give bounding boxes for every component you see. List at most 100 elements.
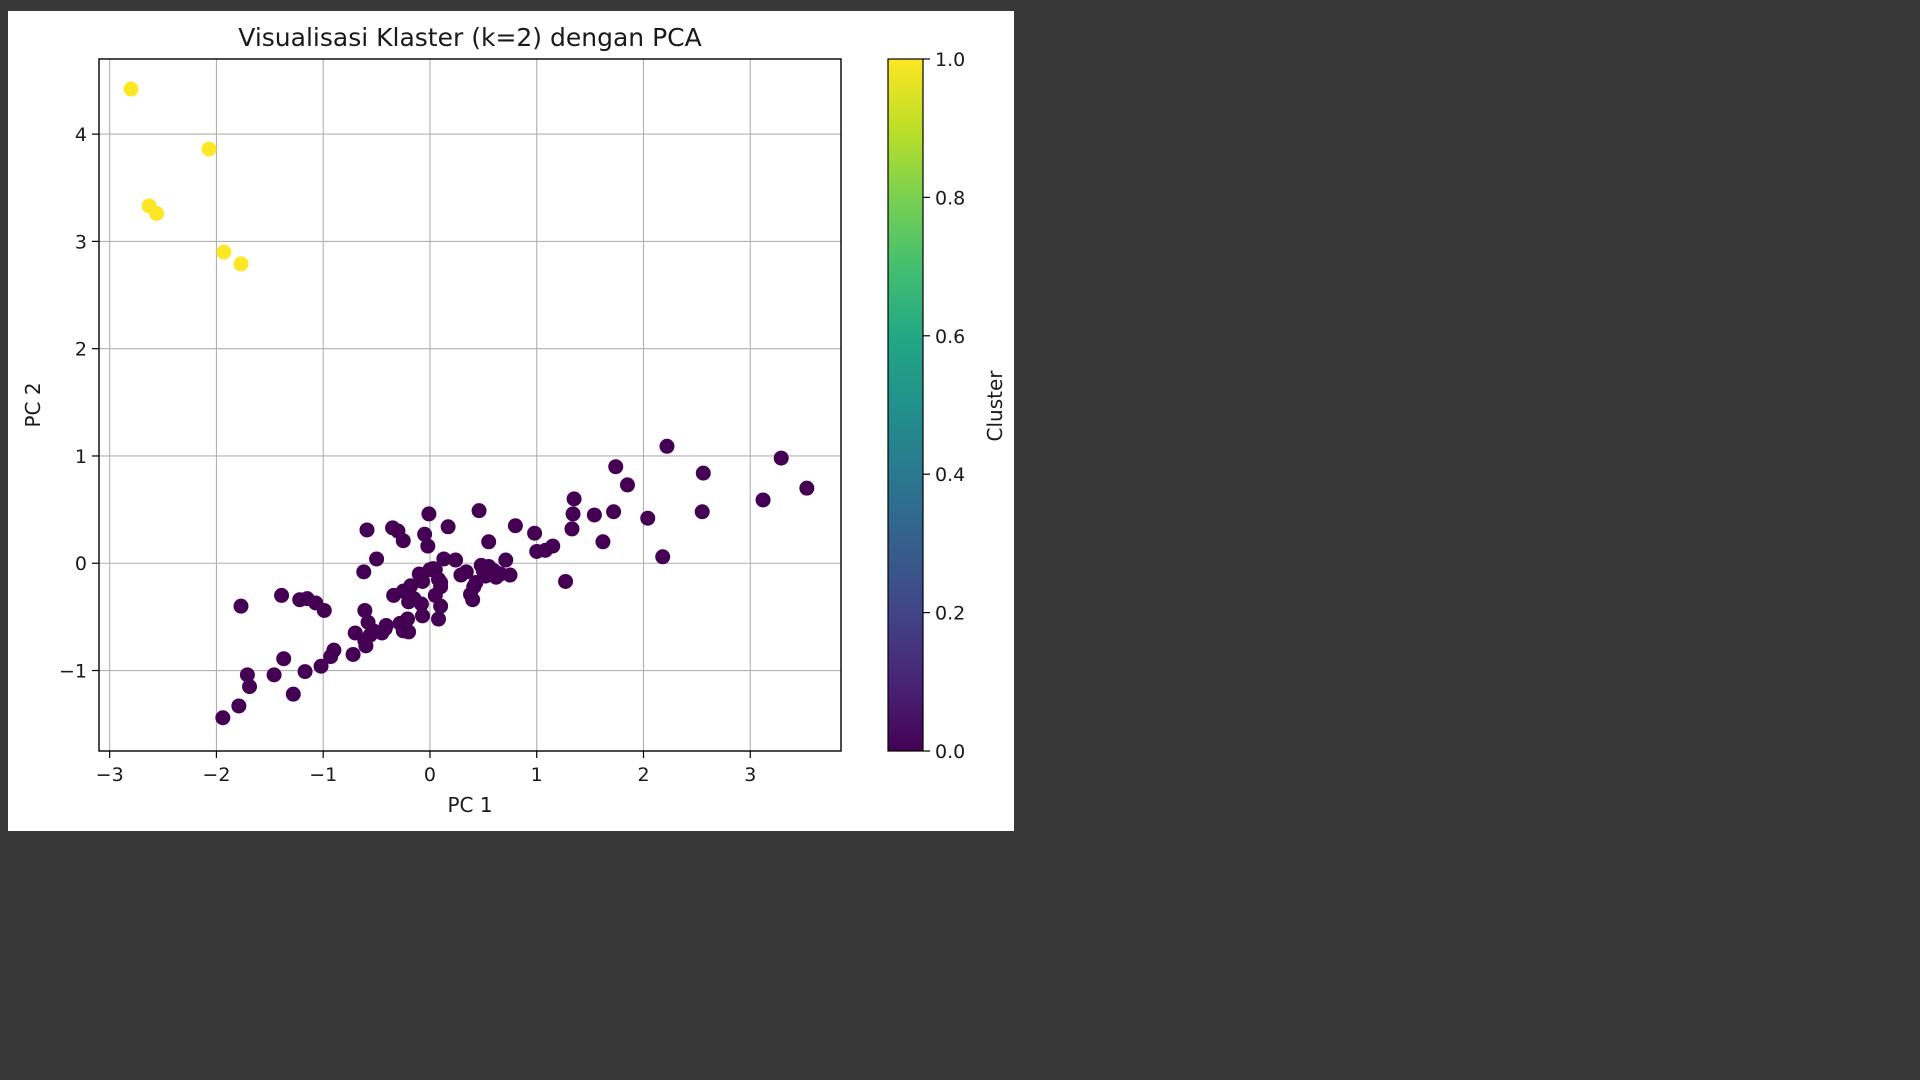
scatter-point-cluster-0 xyxy=(529,543,545,559)
scatter-point-cluster-0 xyxy=(799,480,815,496)
scatter-point-cluster-0 xyxy=(659,438,675,454)
scatter-point-cluster-0 xyxy=(695,465,711,481)
scatter-point-cluster-0 xyxy=(466,579,482,595)
scatter-point-cluster-0 xyxy=(448,552,464,568)
scatter-point-cluster-0 xyxy=(558,573,574,589)
scatter-point-cluster-0 xyxy=(360,614,376,630)
scatter-point-cluster-0 xyxy=(369,551,385,567)
scatter-point-cluster-0 xyxy=(417,526,433,542)
scatter-point-cluster-0 xyxy=(595,534,611,550)
colorbar-tick-label: 1.0 xyxy=(935,49,965,71)
scatter-point-cluster-1 xyxy=(123,81,139,97)
scatter-point-cluster-0 xyxy=(231,698,247,714)
scatter-point-cluster-0 xyxy=(471,503,487,519)
y-axis-ticks: −1 0 1 2 3 4 xyxy=(59,124,99,683)
scatter-point-cluster-0 xyxy=(606,504,622,520)
scatter-point-cluster-0 xyxy=(242,679,258,695)
scatter-point-cluster-0 xyxy=(527,525,543,541)
scatter-point-cluster-0 xyxy=(345,646,361,662)
x-tick-label: −1 xyxy=(309,764,337,786)
scatter-point-cluster-0 xyxy=(323,649,339,665)
scatter-point-cluster-0 xyxy=(481,534,497,550)
x-tick-label: 1 xyxy=(531,764,543,786)
scatter-point-cluster-0 xyxy=(465,592,481,608)
scatter-point-cluster-0 xyxy=(433,579,449,595)
scatter-point-cluster-1 xyxy=(216,244,232,260)
scatter-point-cluster-0 xyxy=(401,624,417,640)
y-tick-label: 2 xyxy=(75,339,87,361)
y-axis-label: PC 2 xyxy=(21,382,45,427)
scatter-point-cluster-0 xyxy=(640,510,656,526)
y-tick-label: 4 xyxy=(75,124,87,146)
scatter-point-cluster-0 xyxy=(414,608,430,624)
grid-lines xyxy=(99,59,841,751)
colorbar-tick-label: 0.4 xyxy=(935,464,965,486)
y-tick-label: 1 xyxy=(75,446,87,468)
scatter-point-cluster-0 xyxy=(655,549,671,565)
scatter-point-cluster-0 xyxy=(421,506,437,522)
x-tick-label: 0 xyxy=(424,764,436,786)
scatter-point-cluster-0 xyxy=(431,611,447,627)
scatter-point-cluster-0 xyxy=(586,507,602,523)
scatter-point-cluster-0 xyxy=(276,651,292,667)
colorbar-tick-label: 0.2 xyxy=(935,603,965,625)
scatter-point-cluster-0 xyxy=(422,562,438,578)
data-points xyxy=(123,81,815,726)
x-tick-label: 3 xyxy=(744,764,756,786)
scatter-point-cluster-0 xyxy=(458,564,474,580)
colorbar-tick-label: 0.0 xyxy=(935,741,965,763)
scatter-chart: Visualisasi Klaster (k=2) dengan PCA −3−… xyxy=(21,23,1007,817)
colorbar-ticks: 0.0 0.2 0.4 0.6 0.8 1.0 xyxy=(923,49,965,763)
scatter-point-cluster-0 xyxy=(498,552,514,568)
scatter-point-cluster-0 xyxy=(694,504,710,520)
plot-frame xyxy=(98,58,842,752)
x-tick-label: −2 xyxy=(202,764,230,786)
scatter-point-cluster-0 xyxy=(356,564,372,580)
scatter-point-cluster-0 xyxy=(564,521,580,537)
scatter-point-cluster-0 xyxy=(433,598,449,614)
x-axis-ticks: −3 −2 −1 0 1 2 3 xyxy=(96,751,756,786)
scatter-point-cluster-0 xyxy=(755,492,771,508)
chart-title: Visualisasi Klaster (k=2) dengan PCA xyxy=(238,23,701,52)
scatter-point-cluster-0 xyxy=(619,477,635,493)
scatter-point-cluster-0 xyxy=(395,533,411,549)
x-tick-label: −3 xyxy=(96,764,124,786)
x-axis-label: PC 1 xyxy=(447,793,492,817)
x-tick-label: 2 xyxy=(637,764,649,786)
scatter-point-cluster-0 xyxy=(492,566,508,582)
scatter-point-cluster-0 xyxy=(292,592,308,608)
scatter-point-cluster-0 xyxy=(440,519,456,535)
scatter-point-cluster-0 xyxy=(565,506,581,522)
scatter-point-cluster-0 xyxy=(239,667,255,683)
scatter-point-cluster-1 xyxy=(233,256,249,272)
y-tick-label: 3 xyxy=(75,231,87,253)
scatter-point-cluster-0 xyxy=(274,587,290,603)
colorbar-tick-label: 0.6 xyxy=(935,326,965,348)
scatter-point-cluster-0 xyxy=(316,602,332,618)
scatter-point-cluster-0 xyxy=(358,638,374,654)
scatter-point-cluster-0 xyxy=(313,658,329,674)
y-tick-label: −1 xyxy=(59,661,87,683)
scatter-point-cluster-0 xyxy=(357,602,373,618)
scatter-point-cluster-0 xyxy=(507,518,523,534)
scatter-point-cluster-0 xyxy=(233,598,249,614)
scatter-point-cluster-0 xyxy=(566,491,582,507)
colorbar xyxy=(887,58,924,752)
scatter-point-cluster-0 xyxy=(386,587,402,603)
y-tick-label: 0 xyxy=(75,553,87,575)
scatter-point-cluster-0 xyxy=(347,625,363,641)
figure-canvas: Visualisasi Klaster (k=2) dengan PCA −3−… xyxy=(8,11,1014,831)
scatter-point-cluster-0 xyxy=(359,522,375,538)
scatter-point-cluster-0 xyxy=(297,664,313,680)
scatter-point-cluster-0 xyxy=(608,459,624,475)
scatter-point-cluster-0 xyxy=(266,667,282,683)
scatter-point-cluster-0 xyxy=(436,551,452,567)
scatter-point-cluster-0 xyxy=(420,538,436,554)
scatter-point-cluster-1 xyxy=(149,205,165,221)
colorbar-tick-label: 0.8 xyxy=(935,187,965,209)
colorbar-label: Cluster xyxy=(983,370,1007,442)
scatter-point-cluster-0 xyxy=(475,563,491,579)
scatter-point-cluster-0 xyxy=(773,450,789,466)
scatter-point-cluster-0 xyxy=(285,686,301,702)
scatter-point-cluster-0 xyxy=(215,710,231,726)
